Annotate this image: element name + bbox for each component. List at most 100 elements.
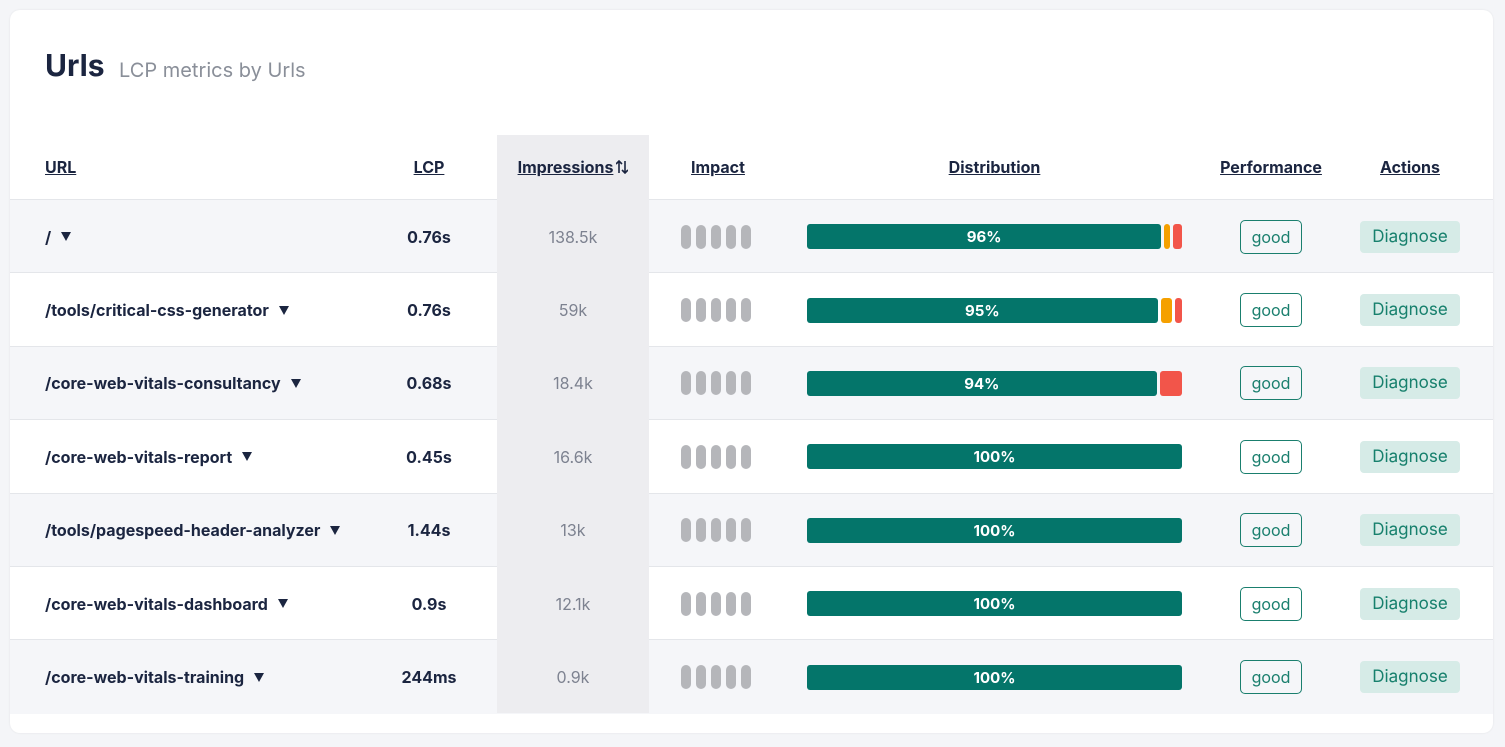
impact-cell (648, 347, 788, 420)
impact-pill (740, 591, 751, 616)
impact-pill (725, 665, 736, 690)
diagnose-button[interactable]: Diagnose (1360, 514, 1460, 547)
action-cell: Diagnose (1340, 567, 1480, 640)
expand-icon[interactable] (290, 378, 301, 388)
impact-pill (710, 371, 721, 396)
impressions-cell: 16.6k (497, 420, 649, 493)
lcp: 0.45s (406, 446, 452, 467)
impact-pill (680, 591, 691, 616)
distribution-label: 100% (973, 447, 1016, 467)
lcp: 0.76s (407, 226, 451, 247)
action-cell: Diagnose (1340, 347, 1480, 420)
performance-cell: good (1201, 640, 1341, 713)
impact-cell (648, 494, 788, 567)
distribution-good: 100% (807, 664, 1182, 690)
impact-cell (648, 200, 788, 273)
performance-cell: good (1201, 273, 1341, 346)
impressions-cell: 0.9k (497, 640, 649, 713)
url[interactable]: /tools/pagespeed-header-analyzer (45, 520, 321, 541)
distribution-cell: 95% (807, 273, 1182, 346)
distribution-cell: 100% (807, 494, 1182, 567)
expand-icon[interactable] (278, 305, 289, 315)
impressions: 138.5k (548, 226, 598, 247)
impact-pill (680, 444, 691, 469)
expand-icon[interactable] (242, 452, 253, 462)
diagnose-button[interactable]: Diagnose (1360, 440, 1460, 473)
column-header-cell: Distribution (807, 135, 1182, 199)
diagnose-button[interactable]: Diagnose (1360, 294, 1460, 327)
distribution-label: 100% (973, 594, 1016, 614)
table-row: /tools/critical-css-generator 0.76s 59k 95%… (10, 272, 1493, 346)
expand-icon[interactable] (330, 525, 341, 535)
diagnose-button[interactable]: Diagnose (1360, 367, 1460, 400)
impact-pill (710, 665, 721, 690)
column-header-cell: LCP (359, 135, 499, 199)
impact-pill (710, 224, 721, 249)
distribution-good: 100% (807, 444, 1182, 470)
distribution-cell: 100% (807, 567, 1182, 640)
impact-pill (680, 224, 691, 249)
url[interactable]: /core-web-vitals-report (45, 446, 233, 467)
expand-icon[interactable] (61, 232, 72, 242)
url[interactable]: /core-web-vitals-training (45, 667, 245, 688)
url-cell: /core-web-vitals-report (45, 420, 345, 493)
impact-pill (695, 298, 706, 323)
distribution-label: 96% (966, 227, 1002, 247)
diagnose-button[interactable]: Diagnose (1360, 220, 1460, 253)
impact-pill (680, 518, 691, 543)
impact-cell (648, 273, 788, 346)
impact-pill (725, 298, 736, 323)
diagnose-button[interactable]: Diagnose (1360, 587, 1460, 620)
column-header[interactable]: LCP (413, 157, 445, 177)
lcp-cell: 0.76s (359, 200, 499, 273)
distribution-label: 100% (973, 667, 1016, 687)
column-header[interactable]: Performance (1220, 157, 1322, 177)
distribution-good: 96% (807, 224, 1162, 250)
column-header[interactable]: Actions (1380, 157, 1440, 177)
table-row: /core-web-vitals-consultancy 0.68s 18.4k 94… (10, 345, 1493, 421)
url[interactable]: / (45, 226, 52, 247)
impressions-cell: 138.5k (497, 200, 649, 273)
column-header-cell: URL (45, 135, 345, 199)
impact-pill (695, 224, 706, 249)
impact-pill (740, 224, 751, 249)
distribution-poor (1174, 297, 1182, 323)
impact-pill (695, 518, 706, 543)
subtitle: LCP metrics by Urls (119, 58, 306, 82)
url[interactable]: /tools/critical-css-generator (45, 300, 269, 321)
distribution-needs-improvement (1160, 297, 1172, 323)
performance-cell: good (1201, 420, 1341, 493)
column-header[interactable]: URL (45, 157, 77, 177)
performance-badge: good (1239, 586, 1303, 621)
table-row: / 0.76s 138.5k 96% good Diagnose (10, 199, 1493, 274)
url[interactable]: /core-web-vitals-dashboard (45, 593, 268, 614)
expand-icon[interactable] (277, 599, 288, 609)
column-header[interactable]: Impressions (517, 157, 614, 177)
column-header-cell: Performance (1201, 135, 1341, 199)
impact-cell (648, 640, 788, 713)
performance-cell: good (1201, 567, 1341, 640)
column-header[interactable]: Impact (691, 157, 745, 177)
impressions: 12.1k (555, 593, 591, 614)
lcp-cell: 244ms (359, 640, 499, 713)
lcp: 0.68s (406, 373, 452, 394)
performance-badge: good (1239, 366, 1303, 401)
performance-badge: good (1239, 660, 1303, 695)
distribution-cell: 96% (807, 200, 1182, 273)
url-cell: /tools/pagespeed-header-analyzer (45, 494, 345, 567)
column-header[interactable]: Distribution (948, 157, 1041, 177)
expand-icon[interactable] (254, 672, 265, 682)
url[interactable]: /core-web-vitals-consultancy (45, 373, 281, 394)
impressions: 18.4k (553, 373, 593, 394)
action-cell: Diagnose (1340, 273, 1480, 346)
title: Urls (45, 48, 105, 84)
diagnose-button[interactable]: Diagnose (1360, 661, 1460, 694)
action-cell: Diagnose (1340, 200, 1480, 273)
distribution-label: 95% (964, 300, 1000, 320)
table-row: /tools/pagespeed-header-analyzer 1.44s 13k… (10, 492, 1493, 567)
distribution-poor (1172, 224, 1182, 250)
sort-icon[interactable] (616, 160, 629, 174)
column-header-cell: Actions (1340, 135, 1480, 199)
impressions-cell: 13k (497, 494, 649, 567)
